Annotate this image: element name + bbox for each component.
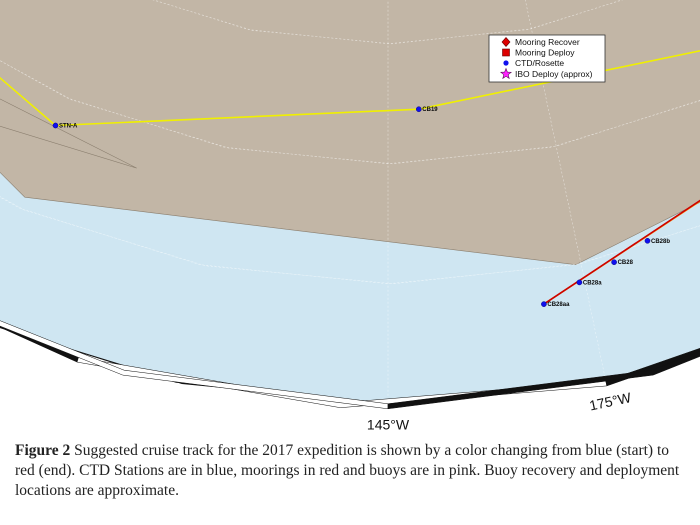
- station-label: STN-A: [59, 124, 78, 130]
- frame-segment: [387, 350, 700, 410]
- cruise-track-map: CB11CB10A(CB9)CB12CB16CB13CB15CB8PP7PP6C…: [0, 0, 700, 430]
- figure-caption: Figure 2 Suggested cruise track for the …: [15, 441, 687, 501]
- station-label: CB28aa: [547, 302, 570, 308]
- ctd-station-marker: [52, 122, 59, 129]
- station-label: CB28: [618, 260, 634, 266]
- ctd-station-marker: [415, 106, 422, 112]
- map-frame: [0, 320, 700, 410]
- station-label: CB19: [422, 107, 438, 113]
- ctd-station-marker: [541, 301, 547, 307]
- mooring-recover-icon: [501, 37, 511, 47]
- ctd-station-marker: [611, 259, 617, 266]
- ctd-station-marker: [644, 237, 651, 244]
- ctd-stations: CB11CB10A(CB9)CB12CB16CB13CB15CB8PP7PP6C…: [52, 106, 670, 308]
- legend-ctd-rosette: CTD/Rosette: [515, 58, 564, 68]
- caption-label: Figure 2: [15, 442, 71, 459]
- legend-mooring-deploy: Mooring Deploy: [515, 48, 575, 58]
- longitude-label: 175°W: [588, 389, 633, 414]
- land-mass: [0, 0, 700, 266]
- ctd-rosette-icon: [503, 60, 509, 66]
- graticule-lines: [0, 0, 700, 404]
- ibo-deploy-star-icon: [499, 67, 513, 80]
- mooring-deploy-icon: [502, 48, 510, 57]
- wrangel-island: [0, 0, 137, 169]
- caption-text: Suggested cruise track for the 2017 expe…: [15, 442, 680, 499]
- ctd-station-marker: [576, 279, 583, 286]
- legend-mooring-recover: Mooring Recover: [515, 37, 580, 47]
- station-label: CB28a: [583, 280, 602, 286]
- legend-ibo-deploy: IBO Deploy (approx): [515, 69, 593, 79]
- map-legend: Mooring Recover Mooring Deploy CTD/Roset…: [488, 34, 606, 83]
- longitude-label: 145°W: [367, 417, 410, 430]
- station-label: CB28b: [651, 239, 670, 245]
